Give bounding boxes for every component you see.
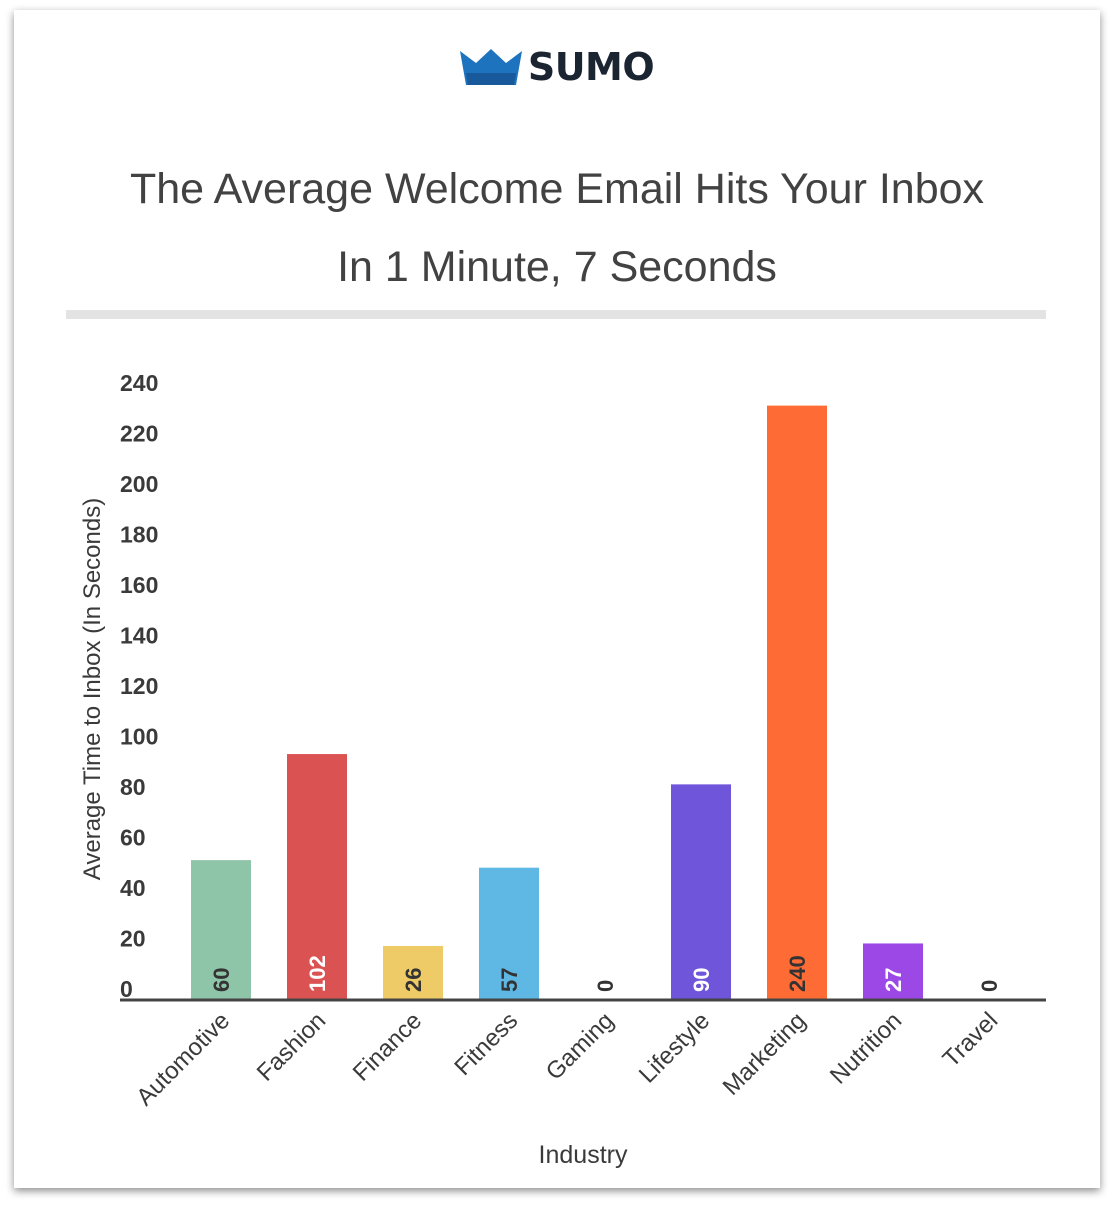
data-label: 0 <box>593 980 618 992</box>
bar <box>767 405 827 999</box>
data-label: 0 <box>977 980 1002 992</box>
y-tick-label: 160 <box>120 572 158 598</box>
data-label: 26 <box>401 968 426 992</box>
x-tick-label: Automotive <box>131 1007 235 1111</box>
x-tick-label: Marketing <box>718 1007 812 1101</box>
y-axis-label: Average Time to Inbox (In Seconds) <box>79 498 106 880</box>
data-label: 240 <box>785 955 810 992</box>
y-tick-label: 120 <box>120 673 158 699</box>
data-label: 102 <box>305 955 330 992</box>
y-tick-label: 140 <box>120 623 158 649</box>
x-tick-label: Nutrition <box>825 1007 907 1089</box>
chart-title: The Average Welcome Email Hits Your Inbo… <box>54 150 1060 306</box>
data-label: 60 <box>209 968 234 992</box>
logo-text: SUMO <box>527 45 655 89</box>
y-tick-label: 20 <box>120 926 146 952</box>
y-tick-label: 220 <box>120 421 158 447</box>
bar <box>191 860 251 999</box>
x-tick-label: Lifestyle <box>634 1007 715 1088</box>
y-tick-label: 100 <box>120 724 158 750</box>
bar <box>479 867 539 999</box>
crown-icon <box>459 49 522 85</box>
y-tick-label: 0 <box>120 976 133 1002</box>
y-tick-label: 80 <box>120 774 146 800</box>
x-tick-label: Fitness <box>449 1007 523 1081</box>
title-divider <box>66 310 1046 319</box>
y-tick-label: 200 <box>120 471 158 497</box>
title-line-1: The Average Welcome Email Hits Your Inbo… <box>129 165 985 213</box>
x-tick-label: Fashion <box>252 1007 331 1086</box>
data-label: 57 <box>497 968 522 992</box>
bar <box>383 945 443 999</box>
bar <box>863 943 923 999</box>
data-label: 90 <box>689 968 714 992</box>
bar <box>671 784 731 999</box>
y-tick-label: 40 <box>120 875 146 901</box>
x-tick-label: Finance <box>348 1007 427 1086</box>
x-axis-label: Industry <box>539 1141 628 1169</box>
y-tick-label: 240 <box>120 370 158 396</box>
data-label: 27 <box>881 968 906 992</box>
x-tick-label: Gaming <box>541 1007 620 1086</box>
y-tick-label: 180 <box>120 522 158 548</box>
logo: SUMO <box>14 42 1100 92</box>
y-tick-label: 60 <box>120 825 146 851</box>
x-tick-label: Travel <box>938 1007 1004 1073</box>
bar <box>287 754 347 999</box>
title-line-2: In 1 Minute, 7 Seconds <box>337 243 777 291</box>
